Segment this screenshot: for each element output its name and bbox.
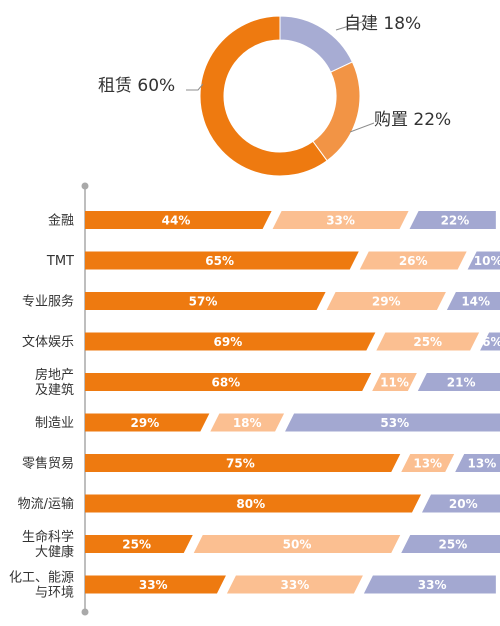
bar-value-label: 44% xyxy=(162,214,191,228)
bar-value-label: 33% xyxy=(326,214,355,228)
bar-value-label: 33% xyxy=(139,578,168,592)
bar-value-label: 13% xyxy=(413,457,442,471)
category-label: 物流/运输 xyxy=(18,496,74,512)
category-label: 金融 xyxy=(48,213,74,229)
donut-label-leader xyxy=(186,83,204,91)
bar-value-label: 68% xyxy=(211,376,240,390)
donut-slice-label: 租赁 60% xyxy=(98,76,175,96)
bar-segment xyxy=(455,454,500,472)
bar-value-label: 26% xyxy=(399,254,428,268)
bar-value-label: 20% xyxy=(449,497,478,511)
bar-segment xyxy=(480,332,500,351)
category-label: 专业服务 xyxy=(22,294,74,310)
bar-segment xyxy=(446,292,500,310)
y-axis-bottom-dot xyxy=(81,608,89,616)
bar-value-label: 25% xyxy=(439,538,468,552)
category-label: 制造业 xyxy=(35,416,74,431)
bar-value-label: 11% xyxy=(380,376,409,390)
donut-slice-label: 自建 18% xyxy=(344,14,421,34)
bar-value-label: 50% xyxy=(283,538,312,552)
bar-value-label: 14% xyxy=(461,295,490,309)
donut-slice xyxy=(312,61,361,162)
category-label: 生命科学大健康 xyxy=(22,529,74,560)
bar-value-label: 29% xyxy=(372,295,401,309)
y-axis-top-dot xyxy=(81,182,89,190)
bar-value-label: 25% xyxy=(413,335,442,349)
bar-segment xyxy=(285,413,500,432)
bar-value-label: 33% xyxy=(281,578,310,592)
category-label: 房地产及建筑 xyxy=(35,367,74,398)
bar-value-label: 10% xyxy=(474,254,500,268)
bar-segment xyxy=(467,251,500,270)
bar-value-label: 33% xyxy=(418,578,447,592)
bar-segment xyxy=(193,535,401,553)
category-label: 化工、能源与环境 xyxy=(9,571,74,601)
donut-label-leader xyxy=(349,122,375,133)
bar-segment xyxy=(417,373,500,391)
bar-segment xyxy=(85,332,376,351)
bar-value-label: 80% xyxy=(236,497,265,511)
bar-segment xyxy=(85,494,421,513)
category-label: 文体娱乐 xyxy=(22,335,74,350)
bar-segment xyxy=(210,413,285,432)
bar-value-label: 53% xyxy=(380,416,409,430)
bar-value-label: 21% xyxy=(447,376,476,390)
bar-value-label: 25% xyxy=(122,538,151,552)
bar-segment xyxy=(272,211,409,229)
stacked-bar-chart: 金融 44% 33% 22% TMT 65% 26% 10% 专业服务 57% 29% 14% 文体娱乐… xyxy=(9,211,500,601)
bar-segment xyxy=(359,251,467,270)
donut-slice xyxy=(199,15,328,177)
bar-segment xyxy=(85,575,226,594)
bar-value-label: 69% xyxy=(214,335,243,349)
bar-segment xyxy=(422,494,500,513)
bar-segment xyxy=(85,373,372,391)
bar-value-label: 13% xyxy=(468,457,497,471)
bar-segment xyxy=(85,454,401,472)
category-label: 零售贸易 xyxy=(22,456,74,472)
bar-segment xyxy=(85,413,210,432)
bar-segment xyxy=(85,211,272,229)
bar-value-label: 65% xyxy=(205,254,234,268)
bar-segment xyxy=(226,575,363,594)
bar-segment xyxy=(85,292,326,310)
bar-value-label: 57% xyxy=(189,295,218,309)
bar-segment xyxy=(326,292,446,310)
bar-value-label: 75% xyxy=(226,457,255,471)
category-label: TMT xyxy=(46,254,74,269)
bar-value-label: 18% xyxy=(233,416,262,430)
donut-slice-label: 购置 22% xyxy=(374,110,451,130)
bar-value-label: 22% xyxy=(441,214,470,228)
bar-segment xyxy=(85,251,359,270)
bar-segment xyxy=(372,373,417,391)
donut-chart: 自建 18% 购置 22% 租赁 60% xyxy=(98,14,451,177)
bar-segment xyxy=(409,211,496,229)
bar-segment xyxy=(401,454,455,472)
donut-label-leader xyxy=(335,21,363,31)
bar-value-label: 6% xyxy=(482,335,500,349)
donut-slice xyxy=(279,15,354,73)
bar-segment xyxy=(401,535,500,553)
bar-segment xyxy=(85,535,193,553)
bar-segment xyxy=(376,332,480,351)
bar-segment xyxy=(363,575,496,594)
bar-value-label: 29% xyxy=(131,416,160,430)
